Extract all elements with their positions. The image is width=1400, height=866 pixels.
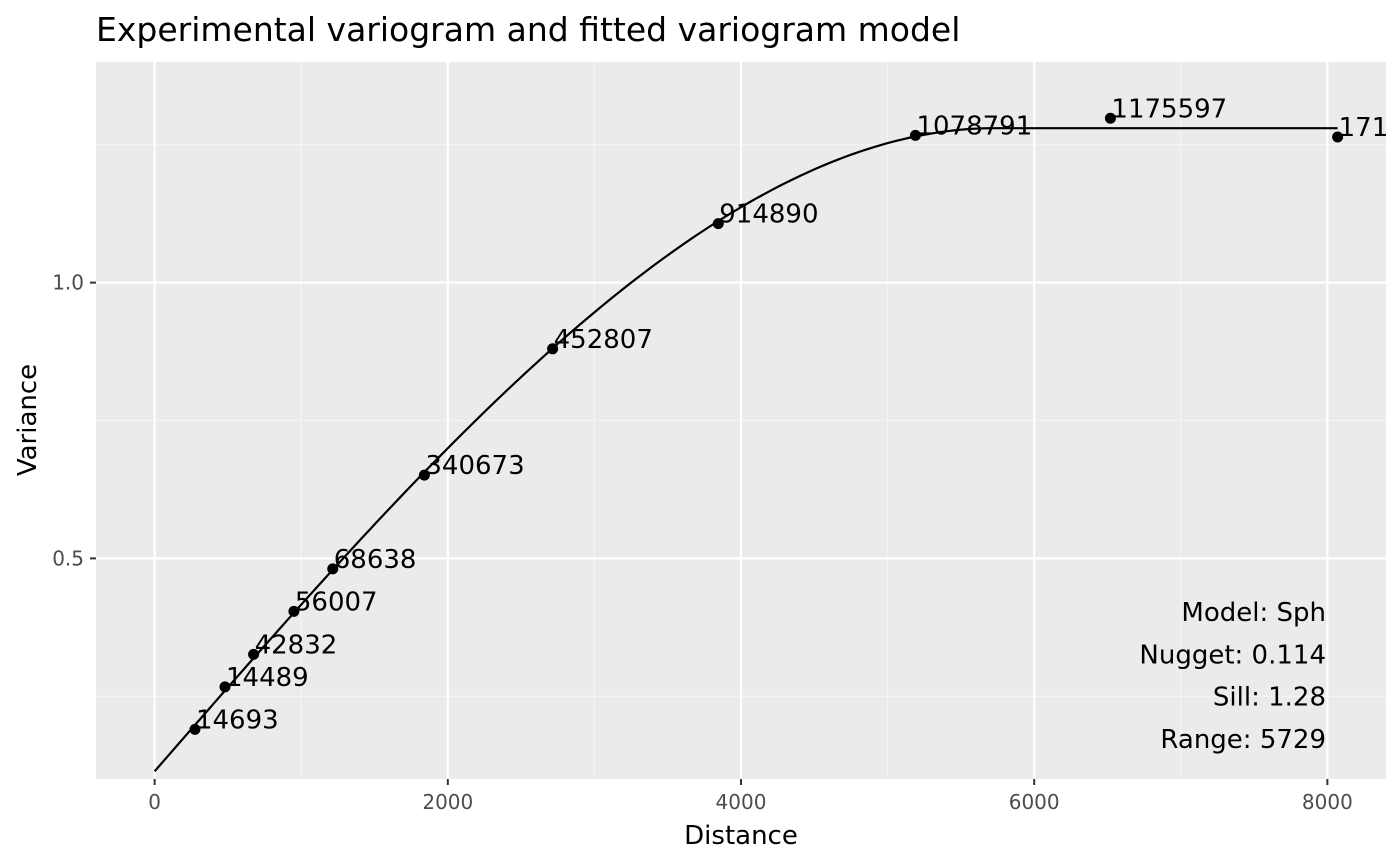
- model-annotation-line: Model: Sph: [1181, 598, 1326, 628]
- model-annotation-line: Range: 5729: [1160, 725, 1326, 755]
- x-tick-label: 8000: [1302, 790, 1353, 814]
- model-annotation: Model: Sph Nugget: 0.114 Sill: 1.28 Range: …: [1139, 598, 1326, 755]
- data-point: [1104, 112, 1116, 124]
- model-annotation-line: Nugget: 0.114: [1139, 640, 1326, 670]
- y-tick-label: 0.5: [52, 546, 84, 570]
- model-annotation-line: Sill: 1.28: [1213, 683, 1326, 713]
- chart-title: Experimental variogram and fitted variog…: [96, 10, 960, 49]
- y-axis-title: Variance: [13, 364, 43, 476]
- data-point: [248, 648, 260, 660]
- data-point: [189, 723, 201, 735]
- data-point-label: 14489: [226, 663, 309, 693]
- data-point-label: 14693: [196, 705, 279, 735]
- x-axis-title: Distance: [684, 821, 798, 851]
- data-point-label: 68638: [334, 545, 417, 575]
- data-point-label: 340673: [425, 451, 524, 481]
- data-point: [1332, 131, 1344, 143]
- x-axis: 0 2000 4000 6000 8000: [148, 779, 1353, 814]
- fitted-model-line: [153, 127, 1338, 773]
- grid-major: [96, 62, 1386, 779]
- x-tick-label: 0: [148, 790, 161, 814]
- y-tick-label: 1.0: [52, 271, 84, 295]
- data-point-label: 56007: [295, 587, 378, 617]
- data-point: [547, 343, 559, 355]
- data-point-label: 914890: [719, 200, 818, 230]
- data-point: [712, 218, 724, 230]
- data-point-label: 171: [1339, 113, 1389, 143]
- data-points: [189, 112, 1344, 735]
- x-tick-label: 6000: [1009, 790, 1060, 814]
- data-point-label: 1078791: [916, 111, 1032, 141]
- x-tick-label: 4000: [716, 790, 767, 814]
- x-tick-label: 2000: [422, 790, 473, 814]
- data-point: [327, 563, 339, 575]
- data-point: [418, 469, 430, 481]
- data-point-label: 1175597: [1111, 94, 1227, 124]
- data-point-label: 452807: [554, 325, 653, 355]
- data-point-label: 42832: [255, 630, 338, 660]
- data-point: [909, 129, 921, 141]
- data-point: [219, 681, 231, 693]
- data-point: [288, 605, 300, 617]
- y-axis: 0.5 1.0: [52, 271, 96, 570]
